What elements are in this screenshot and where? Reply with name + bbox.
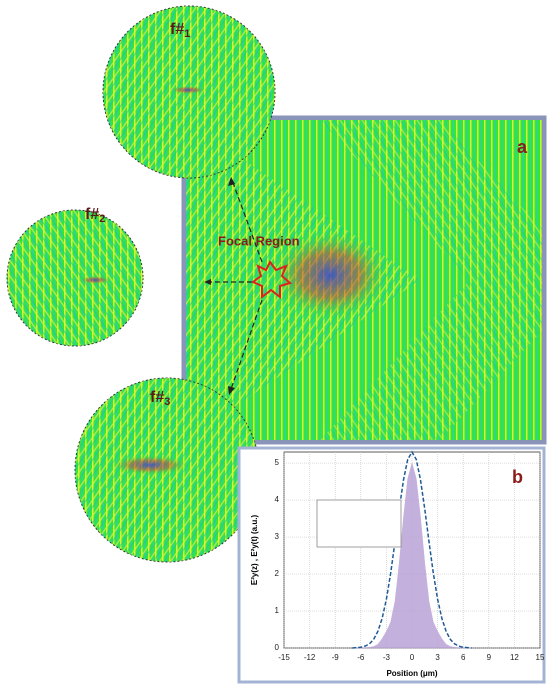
inset-3 — [74, 377, 260, 563]
inset-label-main: f# — [85, 206, 99, 223]
inset-label-main: f# — [150, 389, 164, 406]
legend — [316, 499, 402, 548]
inset-label: f#2 — [85, 206, 105, 225]
y-tick-label: 0 — [275, 643, 280, 652]
x-tick-label: -6 — [357, 653, 365, 662]
x-tick-label: -9 — [332, 653, 340, 662]
arrows — [206, 179, 263, 393]
inset-label-sub: 1 — [184, 28, 190, 40]
x-tick-label: 0 — [410, 653, 415, 662]
x-tick-label: -12 — [304, 653, 316, 662]
arrowheads — [204, 177, 235, 395]
panel-label: b — [512, 467, 523, 487]
y-tick-label: 5 — [275, 458, 280, 467]
x-axis-label: Position (μm) — [386, 669, 437, 678]
x-tick-label: 3 — [435, 653, 440, 662]
panel-label: a — [517, 137, 528, 157]
line — [352, 450, 472, 649]
panel-a-frame — [181, 115, 547, 445]
x-tick-label: 15 — [536, 653, 545, 662]
x-tick-label: 6 — [461, 653, 466, 662]
inset-2 — [6, 209, 144, 347]
inset-label-sub: 2 — [99, 213, 105, 225]
field-map — [186, 120, 542, 440]
x-tick-label: 12 — [510, 653, 519, 662]
focal-star — [251, 260, 293, 300]
y-axis-label: E²y(z) , E²y(t) (a.u.) — [250, 515, 259, 586]
inset-label: f#3 — [150, 389, 170, 408]
x-tick-label: -15 — [278, 653, 290, 662]
inset-label: f#1 — [170, 21, 190, 40]
x-tick-label: 9 — [487, 653, 492, 662]
y-tick-label: 1 — [275, 606, 280, 615]
y-tick-label: 3 — [275, 532, 280, 541]
y-tick-label: 4 — [275, 495, 280, 504]
area — [352, 462, 472, 649]
y-tick-label: 2 — [275, 569, 280, 578]
inset-label-sub: 3 — [164, 396, 170, 408]
x-tick-label: -3 — [383, 653, 391, 662]
inset-1 — [102, 5, 276, 179]
focal-region-label: Focal Region — [218, 233, 300, 248]
inset-label-main: f# — [170, 21, 184, 38]
